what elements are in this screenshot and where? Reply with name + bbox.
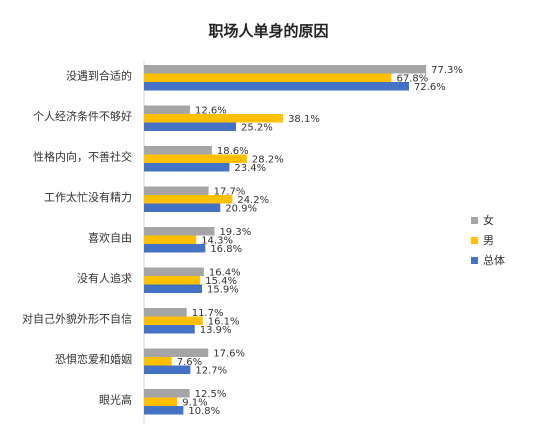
bar-overall	[144, 244, 206, 253]
data-label: 9.1%	[182, 398, 207, 409]
data-label: 11.7%	[192, 308, 224, 319]
data-label: 20.9%	[225, 204, 257, 215]
bar-female	[144, 227, 215, 236]
bar-male	[144, 276, 201, 285]
bar-male	[144, 73, 392, 82]
data-label: 38.1%	[288, 114, 320, 125]
bar-overall	[144, 82, 409, 91]
data-label: 12.6%	[195, 106, 227, 117]
category-label: 性格内向，不善社交	[33, 150, 132, 164]
bar-overall	[144, 203, 221, 212]
category-label: 没遇到合适的	[66, 69, 132, 83]
data-label: 15.4%	[205, 276, 237, 287]
bar-male	[144, 195, 233, 204]
legend: 女 男 总体	[471, 210, 505, 270]
bar-male	[144, 397, 178, 406]
category-label: 喜欢自由	[88, 231, 132, 245]
data-label: 17.7%	[214, 187, 246, 198]
data-label: 24.2%	[237, 195, 269, 206]
category-label: 工作太忙没有精力	[44, 190, 132, 204]
data-label: 18.6%	[217, 146, 249, 157]
category-label: 对自己外貌外形不自信	[22, 312, 132, 326]
bar-overall	[144, 284, 203, 293]
bar-female	[144, 308, 187, 317]
bar-female	[144, 65, 427, 74]
legend-label-overall: 总体	[483, 254, 505, 267]
data-label: 23.4%	[234, 163, 266, 174]
bar-male	[144, 235, 197, 244]
legend-item-overall: 总体	[471, 250, 505, 270]
category-label: 眼光高	[99, 393, 132, 407]
category-label: 恐惧恋爱和婚姻	[55, 352, 132, 366]
bar-overall	[144, 365, 191, 374]
data-label: 12.7%	[195, 366, 227, 377]
data-label: 19.3%	[219, 227, 251, 238]
chart-title: 职场人单身的原因	[208, 22, 329, 40]
bar-female	[144, 389, 190, 398]
bar-male	[144, 316, 203, 325]
bar-overall	[144, 163, 230, 172]
category-label: 个人经济条件不够好	[33, 109, 132, 123]
legend-swatch-female	[471, 216, 478, 224]
data-label: 72.6%	[414, 82, 446, 93]
data-label: 16.8%	[210, 244, 242, 255]
data-label: 13.9%	[200, 325, 232, 336]
data-label: 15.9%	[207, 285, 239, 296]
data-label: 28.2%	[252, 155, 284, 166]
legend-swatch-overall	[471, 256, 478, 264]
legend-item-female: 女	[471, 210, 505, 230]
data-label: 10.8%	[188, 406, 220, 417]
bar-overall	[144, 122, 236, 131]
bar-overall	[144, 325, 195, 334]
data-label: 67.8%	[396, 74, 428, 85]
legend-item-male: 男	[471, 230, 505, 250]
bar-female	[144, 146, 212, 155]
bar-female	[144, 186, 209, 195]
bar-female	[144, 105, 190, 114]
bar-male	[144, 154, 247, 163]
data-label: 7.6%	[177, 357, 202, 368]
bar-overall	[144, 406, 184, 415]
legend-label-male: 男	[483, 234, 494, 247]
bar-female	[144, 267, 204, 276]
data-label: 16.1%	[208, 317, 240, 328]
bar-male	[144, 357, 172, 366]
category-label: 没有人追求	[77, 271, 132, 285]
bar-male	[144, 114, 284, 123]
data-label: 77.3%	[431, 65, 463, 76]
data-label: 17.6%	[213, 349, 245, 360]
legend-label-female: 女	[483, 214, 494, 227]
legend-swatch-male	[471, 236, 478, 244]
data-label: 14.3%	[201, 236, 233, 247]
bar-female	[144, 348, 209, 357]
data-label: 16.4%	[209, 268, 241, 279]
data-label: 25.2%	[241, 123, 273, 134]
data-label: 12.5%	[195, 389, 227, 400]
